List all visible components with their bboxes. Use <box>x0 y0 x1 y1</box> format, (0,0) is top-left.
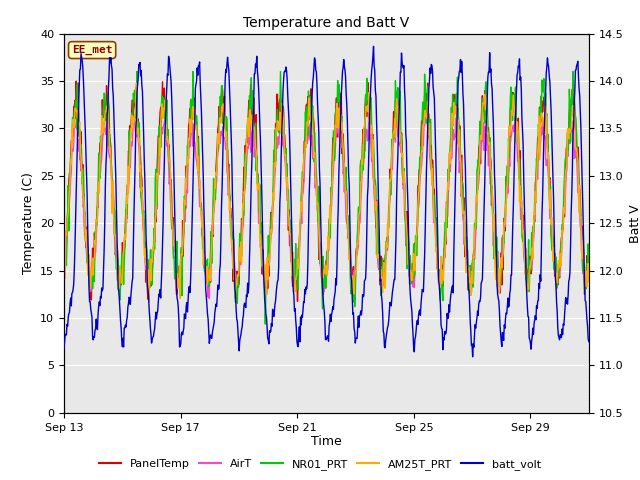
Y-axis label: Temperature (C): Temperature (C) <box>22 172 35 274</box>
Title: Temperature and Batt V: Temperature and Batt V <box>243 16 410 30</box>
Legend: PanelTemp, AirT, NR01_PRT, AM25T_PRT, batt_volt: PanelTemp, AirT, NR01_PRT, AM25T_PRT, ba… <box>94 455 546 474</box>
X-axis label: Time: Time <box>311 435 342 448</box>
Y-axis label: Batt V: Batt V <box>629 204 640 242</box>
Text: EE_met: EE_met <box>72 45 113 55</box>
